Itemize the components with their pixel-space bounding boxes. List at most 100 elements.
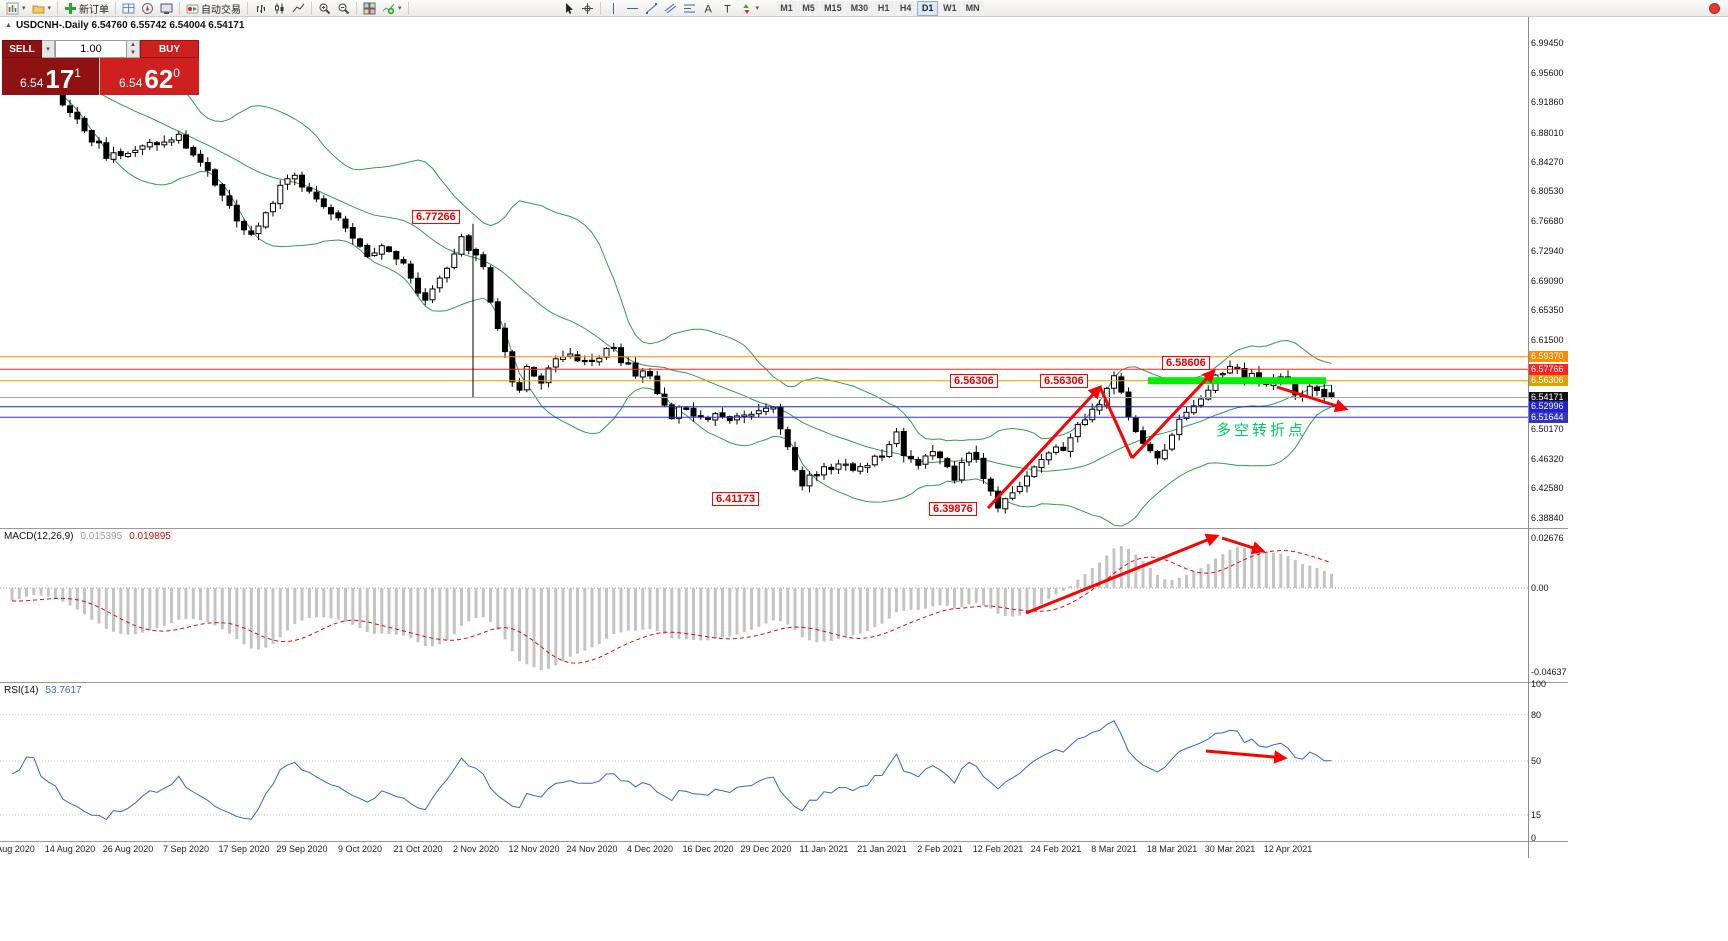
rsi-label: RSI(14) 53.7617: [4, 685, 82, 696]
terminal-button[interactable]: [157, 1, 176, 16]
price-level-label[interactable]: 6.51644: [1529, 412, 1568, 423]
autotrading-button[interactable]: 自动交易: [183, 1, 244, 16]
rsi-axis-label: 15: [1531, 810, 1542, 820]
line-chart-icon: [292, 3, 305, 12]
ask-price-button[interactable]: 6.54 62 0: [100, 58, 199, 95]
profiles-button[interactable]: ▾: [29, 1, 55, 16]
zoom-out-button[interactable]: [334, 1, 353, 16]
timeframe-m1-button[interactable]: M1: [776, 0, 798, 16]
crosshair-tool-button[interactable]: [578, 1, 597, 16]
stepper-down-icon[interactable]: ▼: [130, 50, 136, 56]
tile-windows-button[interactable]: [360, 1, 379, 16]
time-axis-label: 4 Aug 2020: [0, 844, 35, 854]
indicators-button[interactable]: ▾: [379, 1, 405, 16]
price-level-label[interactable]: 6.59370: [1529, 351, 1568, 362]
line-chart-mode-button[interactable]: [289, 1, 308, 16]
rsi-axis-label: 80: [1531, 710, 1542, 720]
zoom-in-icon: [319, 3, 331, 14]
price-axis-label: 6.91860: [1531, 97, 1564, 107]
trendline-tool-button[interactable]: [642, 1, 661, 16]
notification-icon[interactable]: [1709, 2, 1720, 14]
new-order-button[interactable]: 新订单: [61, 1, 112, 16]
rsi-axis-label: 0: [1531, 833, 1537, 843]
order-type-dropdown[interactable]: ▾: [42, 40, 55, 58]
price-annotation[interactable]: 6.58606: [1162, 356, 1210, 370]
channel-tool-button[interactable]: [661, 1, 680, 16]
timeframe-mn-button[interactable]: MN: [961, 0, 984, 16]
time-axis-label: 11 Jan 2021: [799, 844, 849, 854]
toolbar-separator: [115, 1, 117, 15]
price-level-label[interactable]: 6.52996: [1529, 401, 1568, 412]
plus-icon: [65, 2, 77, 14]
arrows-tool-button[interactable]: ▾: [737, 1, 763, 16]
timeframe-h4-button[interactable]: H4: [895, 0, 917, 16]
timeframe-m5-button[interactable]: M5: [798, 0, 820, 16]
navigator-button[interactable]: [138, 1, 157, 16]
timeframe-m15-button[interactable]: M15: [820, 0, 846, 16]
price-annotation[interactable]: 6.56306: [950, 374, 998, 388]
price-axis-label: 6.95600: [1531, 68, 1564, 78]
time-axis-label: 24 Feb 2021: [1030, 844, 1082, 854]
price-annotation[interactable]: 6.41173: [712, 492, 760, 506]
timeframe-m30-button[interactable]: M30: [846, 0, 873, 16]
price-annotation[interactable]: 6.56306: [1040, 374, 1088, 388]
ohlc-bars-icon: [257, 4, 266, 13]
candlestick-icon: [275, 3, 284, 13]
volume-stepper[interactable]: ▲ ▼: [127, 40, 140, 58]
sell-button[interactable]: SELL: [2, 40, 42, 58]
text-tool-button[interactable]: A: [699, 1, 718, 16]
time-axis-label: 29 Dec 2020: [740, 844, 792, 854]
fibonacci-tool-button[interactable]: [680, 1, 699, 16]
turning-point-annotation[interactable]: 多空转折点: [1216, 422, 1307, 439]
price-annotation[interactable]: 6.77266: [412, 210, 460, 224]
new-chart-button[interactable]: ▾: [3, 1, 29, 16]
rsi-axis-label: 50: [1531, 756, 1542, 766]
panel-separator[interactable]: [0, 682, 1568, 683]
time-axis-label: 14 Aug 2020: [44, 844, 96, 854]
price-axis-label: 6.38840: [1531, 513, 1564, 523]
buy-button[interactable]: BUY: [140, 40, 199, 58]
panel-separator[interactable]: [0, 528, 1568, 529]
horizontal-line-tool-button[interactable]: [623, 1, 642, 16]
candlestick-mode-button[interactable]: [270, 1, 289, 16]
vertical-line-tool-button[interactable]: [604, 1, 623, 16]
time-axis-label: 26 Aug 2020: [102, 844, 154, 854]
price-level-label[interactable]: 6.56306: [1529, 375, 1568, 386]
price-axis-label: 6.65350: [1531, 305, 1564, 315]
bid-price-button[interactable]: 6.54 17 1: [2, 58, 100, 95]
label-tool-button[interactable]: T: [718, 1, 737, 16]
cursor-tool-button[interactable]: [559, 1, 578, 16]
price-level-label[interactable]: 6.57766: [1529, 364, 1568, 375]
zoom-in-button[interactable]: [315, 1, 334, 16]
toolbar-separator: [247, 1, 249, 15]
market-watch-button[interactable]: [119, 1, 138, 16]
cursor-icon: [565, 2, 573, 14]
rsi-value: 53.7617: [45, 685, 82, 696]
price-axis-label: 6.99450: [1531, 38, 1564, 48]
chevron-down-icon: ▾: [22, 5, 26, 12]
timeframe-w1-button[interactable]: W1: [939, 0, 961, 16]
arrows-icon: [743, 3, 750, 14]
macd-name: MACD(12,26,9): [4, 531, 74, 542]
zoom-out-icon: [338, 3, 350, 14]
time-axis-label: 18 Mar 2021: [1146, 844, 1198, 854]
price-annotation[interactable]: 6.39876: [929, 502, 977, 516]
timeframe-h1-button[interactable]: H1: [873, 0, 895, 16]
price-axis-label: 6.88010: [1531, 128, 1564, 138]
price-level-label[interactable]: 6.54171: [1529, 392, 1568, 403]
volume-input[interactable]: [55, 40, 127, 58]
price-axis-label: 6.61500: [1531, 335, 1564, 345]
price-axis-label: 6.69090: [1531, 276, 1564, 286]
terminal-icon: [160, 3, 173, 14]
toolbar-separator: [356, 1, 358, 15]
price-axis-label: 6.46320: [1531, 454, 1564, 464]
panel-separator[interactable]: [0, 841, 1568, 842]
time-axis-label: 4 Dec 2020: [626, 844, 674, 854]
timeframe-d1-button[interactable]: D1: [917, 0, 939, 16]
bar-chart-mode-button[interactable]: [251, 1, 270, 16]
stepper-up-icon[interactable]: ▲: [130, 42, 136, 48]
price-axis-label: 6.72940: [1531, 246, 1564, 256]
